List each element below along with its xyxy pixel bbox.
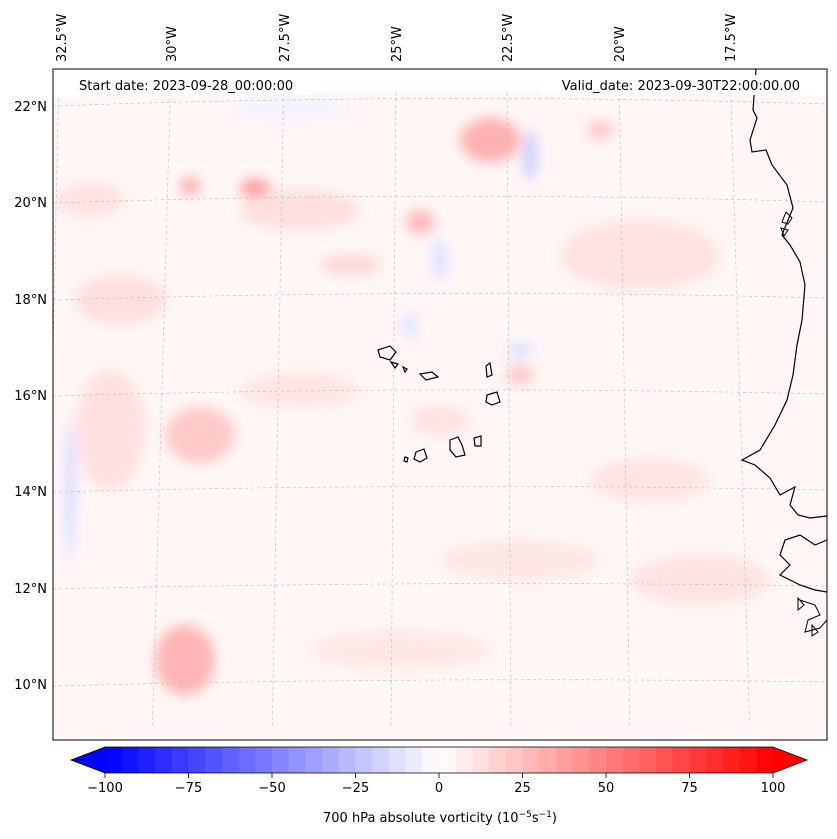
colorbar-cell bbox=[622, 747, 640, 773]
colorbar-cell bbox=[522, 747, 540, 773]
colorbar-cell bbox=[221, 747, 240, 773]
colorbar-label-exponent-1: −5 bbox=[519, 810, 532, 820]
colorbar-cell bbox=[305, 747, 323, 773]
bissagos-islands bbox=[797, 596, 827, 637]
colorbar-cell bbox=[205, 747, 223, 773]
colorbar-cells bbox=[105, 747, 774, 773]
colorbar-cell bbox=[722, 747, 741, 773]
colorbar-tick-label: −100 bbox=[87, 781, 123, 796]
colorbar-cell bbox=[155, 747, 173, 773]
colorbar-cell bbox=[338, 747, 357, 773]
valid-date-bg bbox=[540, 75, 805, 95]
colorbar-cell bbox=[572, 747, 590, 773]
lat-label-22n: 22°N bbox=[14, 100, 47, 115]
colorbar-cell bbox=[739, 747, 757, 773]
gridlines bbox=[53, 69, 827, 740]
colorbar-cell bbox=[589, 747, 607, 773]
colorbar-cell bbox=[105, 747, 123, 773]
colorbar-cell bbox=[288, 747, 306, 773]
colorbar-cell bbox=[372, 747, 390, 773]
longitude-labels: 32.5°W 30°W 27.5°W 25°W 22.5°W 20°W 17.5… bbox=[55, 14, 739, 62]
colorbar-cell bbox=[439, 747, 457, 773]
colorbar-tick-label: −50 bbox=[258, 781, 285, 796]
lat-label-18n: 18°N bbox=[14, 293, 47, 308]
colorbar: −100 −75 −50 −25 0 25 50 75 100 700 hPa absolute… bbox=[69, 746, 809, 826]
colorbar-extend-min bbox=[71, 747, 105, 773]
colorbar-cell bbox=[472, 747, 490, 773]
colorbar-extend-max bbox=[773, 747, 807, 773]
lat-label-14n: 14°N bbox=[14, 485, 47, 500]
colorbar-cell bbox=[355, 747, 373, 773]
colorbar-cell bbox=[489, 747, 507, 773]
lat-label-20n: 20°N bbox=[14, 196, 47, 211]
start-date-bg bbox=[72, 75, 312, 95]
map-border bbox=[52, 68, 828, 741]
colorbar-cell bbox=[121, 747, 139, 773]
colorbar-tick-label: 50 bbox=[598, 781, 615, 796]
colorbar-ticks: −100 −75 −50 −25 0 25 50 75 100 bbox=[87, 773, 785, 796]
lon-label-17-5w: 17.5°W bbox=[724, 14, 739, 62]
colorbar-tick-label: −25 bbox=[342, 781, 369, 796]
colorbar-cell bbox=[656, 747, 674, 773]
lat-label-16n: 16°N bbox=[14, 389, 47, 404]
colorbar-label-exponent-2: −1 bbox=[539, 810, 552, 820]
lon-label-30w: 30°W bbox=[165, 26, 180, 62]
lon-label-27-5w: 27.5°W bbox=[278, 14, 293, 62]
colorbar-tick-label: −75 bbox=[175, 781, 202, 796]
colorbar-cell bbox=[405, 747, 423, 773]
colorbar-cell bbox=[171, 747, 190, 773]
colorbar-cell bbox=[672, 747, 691, 773]
colorbar-cell bbox=[706, 747, 724, 773]
colorbar-tick-label: 25 bbox=[514, 781, 531, 796]
africa-coastline bbox=[740, 69, 827, 519]
lon-label-32-5w: 32.5°W bbox=[55, 14, 70, 62]
colorbar-cell bbox=[455, 747, 473, 773]
coastal-island bbox=[780, 211, 793, 238]
colorbar-cell bbox=[539, 747, 557, 773]
domain-edge-bottom bbox=[53, 722, 827, 740]
colorbar-cell bbox=[555, 747, 574, 773]
colorbar-label: 700 hPa absolute vorticity (10−5s−1) bbox=[323, 810, 557, 826]
colorbar-cell bbox=[238, 747, 256, 773]
lon-label-25w: 25°W bbox=[390, 26, 405, 62]
colorbar-label-prefix: 700 hPa absolute vorticity (10 bbox=[323, 811, 519, 826]
lat-label-10n: 10°N bbox=[14, 678, 47, 693]
colorbar-tick-label: 75 bbox=[681, 781, 698, 796]
colorbar-cell bbox=[322, 747, 340, 773]
map-panel: Start date: 2023-09-28_00:00:00 Valid_da… bbox=[53, 69, 827, 740]
latitude-labels: 22°N 20°N 18°N 16°N 14°N 12°N 10°N bbox=[14, 100, 47, 693]
colorbar-cell bbox=[422, 747, 440, 773]
colorbar-tick-label: 100 bbox=[761, 781, 786, 796]
colorbar-cell bbox=[272, 747, 290, 773]
africa-coastline-south bbox=[778, 534, 827, 593]
lon-label-20w: 20°W bbox=[613, 26, 628, 62]
colorbar-tick-label: 0 bbox=[435, 781, 443, 796]
colorbar-cell bbox=[639, 747, 657, 773]
colorbar-cell bbox=[505, 747, 524, 773]
start-date-label: Start date: 2023-09-28_00:00:00 bbox=[79, 79, 293, 94]
colorbar-cell bbox=[255, 747, 273, 773]
vorticity-field bbox=[55, 100, 770, 695]
colorbar-cell bbox=[388, 747, 407, 773]
lat-label-12n: 12°N bbox=[14, 582, 47, 597]
colorbar-cell bbox=[756, 747, 774, 773]
colorbar-cell bbox=[606, 747, 624, 773]
cape-verde-islands bbox=[377, 345, 501, 463]
lon-label-22-5w: 22.5°W bbox=[501, 14, 516, 62]
colorbar-label-suffix: ) bbox=[552, 811, 557, 826]
valid-date-label: Valid_date: 2023-09-30T22:00:00.00 bbox=[562, 79, 800, 94]
colorbar-cell bbox=[689, 747, 707, 773]
colorbar-cell bbox=[188, 747, 206, 773]
colorbar-label-unit: s bbox=[532, 811, 539, 826]
colorbar-cell bbox=[138, 747, 156, 773]
